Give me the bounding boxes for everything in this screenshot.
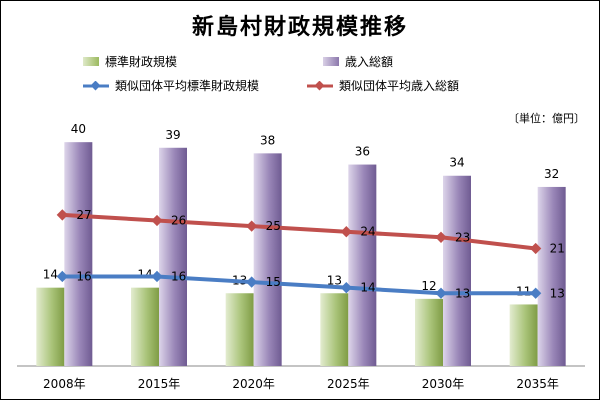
unit-note: 〔単位：億円〕 [508, 112, 585, 125]
legend-item-total-revenue: 歳入総額 [323, 53, 393, 70]
line-similar-standard [62, 274, 536, 296]
bar-standard-2 [225, 293, 254, 366]
line-point-marker [435, 231, 447, 243]
line-value-label: 15 [266, 275, 281, 289]
line-point-marker [56, 209, 68, 221]
legend-label-similar-avg-revenue: 類似団体平均歳入総額 [339, 79, 460, 93]
line-point-marker [246, 276, 258, 288]
line-point-marker [151, 270, 163, 283]
line-value-label: 27 [76, 208, 91, 222]
x-tick-label: 2020年 [232, 377, 275, 391]
line-point-marker [340, 282, 352, 294]
line-value-label: 25 [266, 219, 281, 233]
bar-standard-3 [320, 293, 349, 366]
line-value-label: 26 [171, 214, 186, 228]
x-tick-label: 2035年 [516, 377, 559, 391]
x-tick-label: 2030年 [422, 377, 465, 391]
legend-swatch-green [83, 57, 99, 66]
legend-item-standard-fiscal-scale: 標準財政規模 [83, 53, 177, 70]
line-value-label: 14 [360, 281, 375, 295]
bar-value-label: 40 [71, 122, 86, 136]
bar-standard-5 [509, 304, 538, 366]
bar-value-label: 36 [355, 145, 370, 159]
line-point-marker [530, 287, 542, 299]
line-value-label: 16 [76, 269, 91, 283]
legend-swatch-purple [323, 57, 339, 66]
line-value-label: 13 [550, 286, 565, 300]
line-point-marker [435, 287, 447, 299]
bar-revenue-0 [64, 142, 93, 366]
line-value-label: 23 [455, 230, 470, 244]
line-point-marker [340, 226, 352, 238]
legend-line-red [307, 80, 333, 90]
line-similar-revenue [62, 212, 536, 251]
line-point-marker [151, 214, 163, 227]
bar-value-label: 14 [43, 268, 58, 282]
bar-standard-4 [415, 298, 443, 366]
legend-item-similar-avg-revenue: 類似団体平均歳入総額 [307, 77, 459, 94]
bar-revenue-2 [253, 153, 282, 366]
line-value-label: 13 [455, 286, 470, 300]
line-point-marker [56, 270, 68, 283]
bar-standard-0 [36, 287, 65, 366]
bar-value-label: 34 [449, 156, 464, 170]
chart-title: 新島村財政規模推移 [191, 15, 408, 40]
bar-standard-1 [131, 287, 159, 366]
x-tick-label: 2025年 [327, 377, 370, 391]
bar-revenue-4 [443, 175, 471, 366]
x-tick-label: 2008年 [43, 377, 86, 391]
legend-label-standard-fiscal-scale: 標準財政規模 [105, 55, 178, 69]
line-value-label: 21 [550, 241, 565, 255]
line-value-label: 24 [360, 225, 375, 239]
bar-value-label: 38 [260, 133, 275, 147]
bar-value-label: 12 [421, 279, 436, 293]
bar-revenue-5 [537, 186, 566, 366]
bar-revenue-3 [348, 164, 377, 366]
legend-line-blue [83, 80, 109, 90]
bar-value-label: 32 [544, 167, 559, 181]
legend-label-similar-avg-standard: 類似団体平均標準財政規模 [115, 79, 260, 93]
bar-value-label: 39 [165, 128, 180, 142]
line-point-marker [530, 242, 542, 255]
legend-label-total-revenue: 歳入総額 [345, 55, 394, 69]
bar-value-label: 13 [327, 273, 342, 287]
bar-revenue-1 [159, 147, 187, 366]
line-point-marker [246, 220, 258, 232]
line-value-label: 16 [171, 269, 186, 283]
x-tick-label: 2015年 [138, 377, 181, 391]
legend-item-similar-avg-standard: 類似団体平均標準財政規模 [83, 77, 259, 94]
